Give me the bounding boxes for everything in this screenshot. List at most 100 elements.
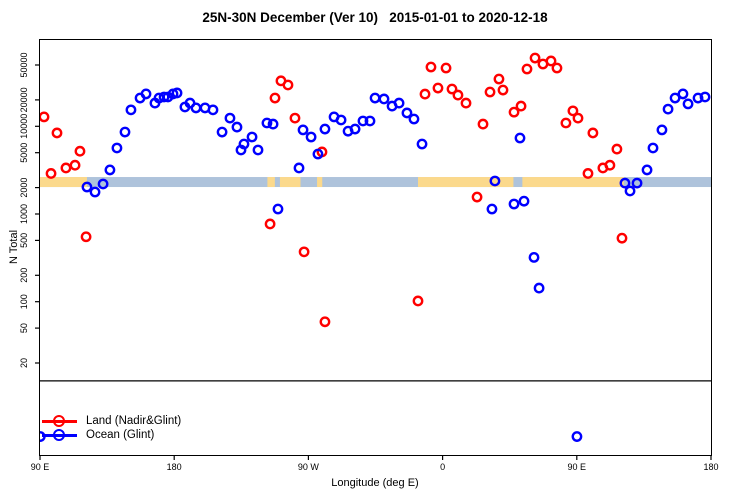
data-point — [624, 185, 636, 197]
data-point — [293, 162, 305, 174]
map-band-ocean — [40, 177, 711, 188]
data-point — [486, 203, 498, 215]
data-point — [452, 89, 464, 101]
data-point — [111, 142, 123, 154]
data-point — [264, 218, 276, 230]
data-point — [357, 115, 369, 127]
x-tick-label: 90 W — [298, 462, 320, 472]
data-point — [699, 91, 711, 103]
data-point — [378, 93, 390, 105]
data-point — [631, 177, 643, 189]
data-point — [412, 295, 424, 307]
legend-label-land: Land (Nadir&Glint) — [86, 415, 182, 427]
data-point — [231, 121, 243, 133]
data-point — [611, 143, 623, 155]
data-point — [252, 144, 264, 156]
data-point — [529, 52, 541, 64]
map-band-land-segment — [522, 177, 624, 188]
data-point — [425, 61, 437, 73]
data-point — [647, 142, 659, 154]
data-point — [298, 246, 310, 258]
data-point — [297, 124, 309, 136]
data-point — [587, 127, 599, 139]
map-band-land-segment — [40, 177, 87, 188]
data-point — [216, 126, 228, 138]
data-point — [269, 92, 281, 104]
x-tick-label: 180 — [167, 462, 182, 472]
map-band-land-segment — [279, 177, 301, 188]
data-point — [89, 186, 101, 198]
data-point — [508, 198, 520, 210]
x-tick-label: 90 E — [568, 462, 587, 472]
y-tick-label: 50000 — [19, 52, 29, 77]
data-point — [471, 191, 483, 203]
y-tick-label: 200 — [19, 268, 29, 283]
data-point — [60, 162, 72, 174]
data-point — [51, 127, 63, 139]
ocean-circle-icon — [53, 429, 65, 441]
y-tick-label: 5000 — [19, 143, 29, 163]
data-point — [224, 112, 236, 124]
data-point — [493, 73, 505, 85]
y-tick-label: 50 — [19, 323, 29, 333]
data-point — [460, 97, 472, 109]
y-tick-label: 500 — [19, 233, 29, 248]
data-point — [171, 87, 183, 99]
data-point — [125, 104, 137, 116]
data-point — [40, 111, 50, 123]
data-point — [533, 282, 545, 294]
plot-border — [39, 39, 712, 456]
map-band-land-segment — [267, 177, 275, 188]
y-tick-label: 20 — [19, 358, 29, 368]
data-point — [282, 79, 294, 91]
data-point — [551, 62, 563, 74]
data-point — [416, 138, 428, 150]
data-point — [312, 148, 324, 160]
map-band-land-segment — [417, 177, 514, 188]
data-point — [335, 114, 347, 126]
data-point — [432, 82, 444, 94]
data-point — [238, 138, 250, 150]
data-point — [497, 84, 509, 96]
data-point — [305, 131, 317, 143]
data-point — [641, 164, 653, 176]
data-point — [518, 195, 530, 207]
data-point — [267, 118, 279, 130]
data-point — [319, 316, 331, 328]
data-point — [582, 168, 594, 179]
data-point — [369, 92, 381, 104]
y-tick-label: 10000 — [19, 114, 29, 139]
x-tick-label: 0 — [440, 462, 445, 472]
data-point — [401, 107, 413, 119]
data-point — [190, 102, 202, 114]
data-point — [319, 123, 331, 135]
data-point — [619, 177, 631, 189]
data-point — [567, 105, 579, 117]
data-point — [419, 88, 431, 100]
legend: Land (Nadir&Glint) Ocean (Glint) — [42, 414, 262, 442]
data-point — [272, 203, 284, 215]
x-tick-label: 90 E — [31, 462, 50, 472]
data-point — [515, 100, 527, 112]
y-tick-label: 100 — [19, 294, 29, 309]
data-point — [104, 164, 116, 176]
data-point — [364, 115, 376, 127]
data-point — [508, 106, 520, 118]
x-tick-label: 180 — [703, 462, 718, 472]
data-point — [158, 91, 170, 103]
data-point — [393, 97, 405, 109]
x-axis-label: Longitude (deg E) — [331, 477, 419, 489]
y-tick-label: 20000 — [19, 87, 29, 112]
data-point — [97, 178, 109, 190]
data-point — [440, 62, 452, 74]
data-point — [489, 175, 501, 187]
data-point — [484, 86, 496, 98]
data-point — [677, 88, 689, 100]
data-point — [408, 113, 420, 125]
data-point — [528, 251, 540, 263]
legend-item-ocean: Ocean (Glint) — [42, 428, 262, 442]
data-point — [545, 55, 557, 67]
data-point — [662, 103, 674, 115]
data-point — [616, 232, 628, 244]
